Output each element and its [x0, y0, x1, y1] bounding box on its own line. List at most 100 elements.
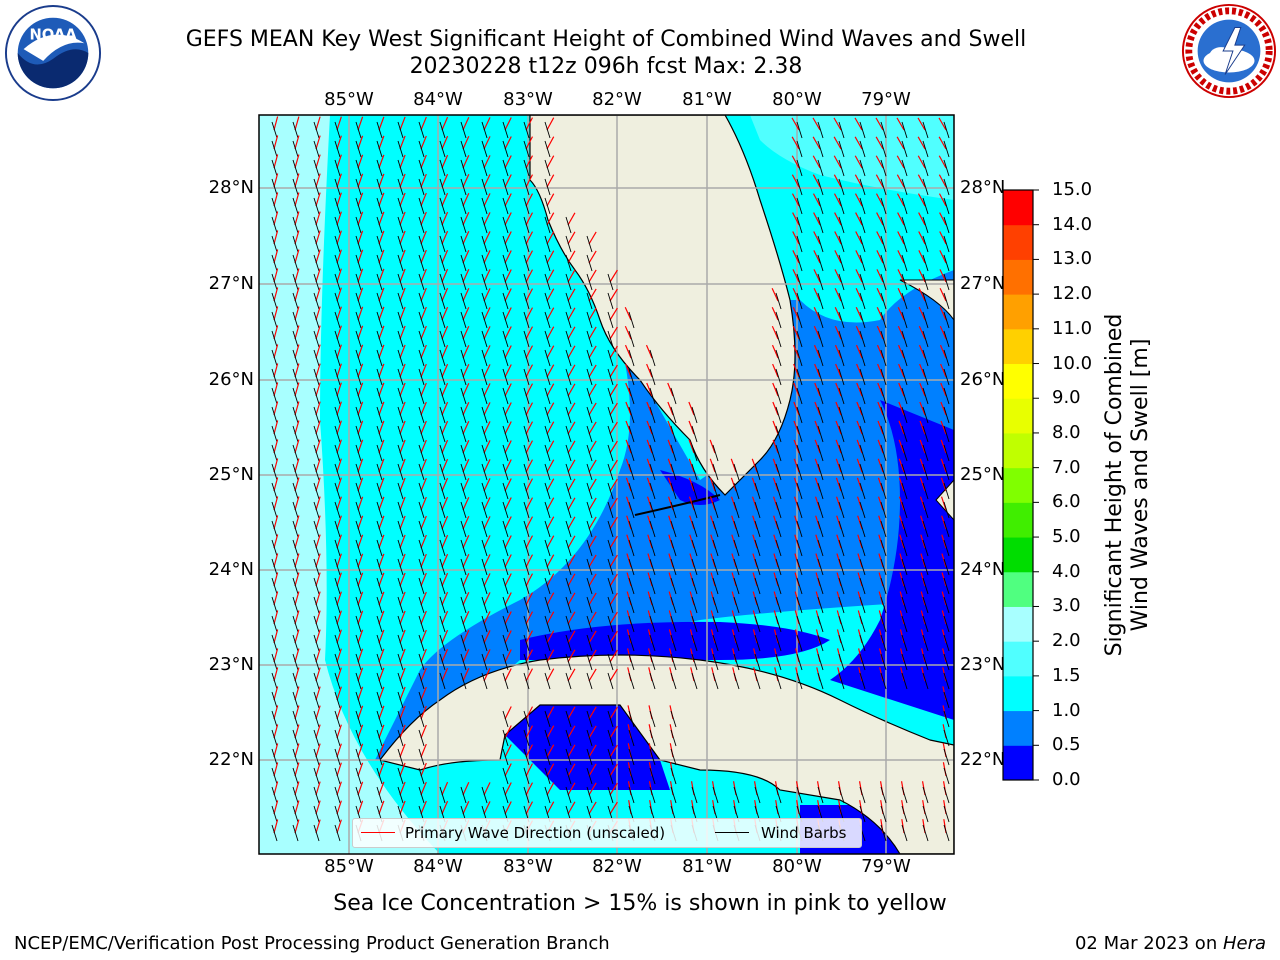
wave-arrow: [315, 173, 321, 188]
wind-barb: [271, 216, 278, 234]
wind-barb: [481, 463, 488, 481]
wind-barb: [565, 387, 572, 405]
wind-barb: [271, 387, 278, 405]
wind-barb: [544, 216, 551, 234]
wave-arrow: [315, 116, 321, 131]
wind-barb: [817, 349, 824, 367]
wind-barb: [292, 539, 299, 557]
wind-barb: [271, 577, 278, 595]
wind-barb: [712, 615, 719, 633]
wave-arrow: [525, 763, 534, 777]
wave-arrow: [898, 477, 905, 492]
wind-barb: [691, 615, 698, 633]
wind-barb: [292, 216, 299, 234]
wind-barb: [880, 425, 887, 443]
wave-arrow: [294, 439, 300, 454]
wave-arrow: [624, 325, 632, 340]
lat-label-right: 28°N: [960, 177, 1006, 198]
lon-label-bottom: 85°W: [324, 856, 374, 877]
wave-arrow: [357, 534, 364, 549]
wave-arrow: [567, 345, 576, 359]
wind-barb: [880, 273, 887, 291]
wind-barb: [691, 786, 698, 804]
wave-arrow: [814, 439, 821, 454]
wind-barb: [313, 216, 320, 234]
wave-arrow: [336, 781, 342, 796]
wind-barb: [796, 501, 803, 519]
wind-barb: [649, 482, 656, 500]
wind-barb: [880, 406, 887, 424]
wind-barb: [418, 178, 425, 196]
wind-barb: [586, 501, 593, 519]
wind-barb: [796, 406, 803, 424]
wind-barb: [838, 311, 845, 329]
wind-barb: [355, 311, 362, 329]
wave-arrow: [525, 364, 534, 378]
wind-barb: [691, 501, 698, 519]
wind-barb: [628, 387, 635, 405]
wave-arrow: [336, 116, 342, 131]
wind-barb: [523, 330, 530, 348]
wind-barb: [943, 273, 950, 291]
wave-arrow: [835, 401, 842, 416]
wave-arrow: [294, 211, 300, 226]
wave-arrow: [877, 420, 884, 435]
wave-arrow: [462, 250, 470, 264]
wind-barb: [439, 178, 446, 196]
wind-barb: [922, 254, 929, 272]
wind-barb: [796, 615, 803, 633]
wind-barb: [292, 710, 299, 728]
wind-barb: [607, 672, 614, 690]
wave-arrow: [336, 477, 342, 492]
wave-arrow: [294, 268, 300, 283]
colorbar-tick-label: 9.0: [1052, 387, 1081, 409]
wave-arrow: [357, 439, 364, 454]
wind-barb: [460, 349, 467, 367]
wave-arrow: [546, 763, 555, 777]
wave-arrow: [420, 686, 427, 701]
wind-barb: [502, 558, 509, 576]
wave-arrow: [688, 496, 695, 511]
wave-arrow: [336, 686, 342, 701]
wind-barb: [565, 463, 572, 481]
wave-arrow: [399, 154, 406, 169]
wind-barb: [439, 615, 446, 633]
wave-arrow: [689, 534, 695, 549]
wind-barb: [355, 520, 362, 538]
wave-arrow: [833, 136, 842, 150]
lon-label-bottom: 83°W: [503, 856, 553, 877]
wind-barb: [523, 596, 530, 614]
wave-arrow: [294, 306, 300, 321]
wave-arrow: [567, 573, 576, 587]
wave-arrow: [504, 763, 512, 777]
wind-barb: [607, 539, 614, 557]
wave-arrow: [483, 592, 491, 606]
wind-barb: [271, 691, 278, 709]
wind-barb: [502, 729, 509, 747]
wind-barb: [397, 121, 404, 139]
wind-barb: [586, 672, 593, 690]
wind-barb: [502, 197, 509, 215]
wind-barb: [292, 653, 299, 671]
wind-barb: [502, 482, 509, 500]
wind-barb: [880, 121, 887, 139]
wave-arrow: [939, 250, 947, 264]
wave-arrow: [315, 401, 321, 416]
wave-arrow: [378, 116, 385, 131]
wind-barb: [859, 596, 866, 614]
wave-arrow: [588, 649, 597, 663]
wind-barb: [502, 140, 509, 158]
wind-barb: [775, 330, 782, 348]
wave-arrow: [877, 401, 884, 416]
wind-barb: [376, 558, 383, 576]
wave-arrow: [567, 782, 576, 796]
wind-barb: [355, 425, 362, 443]
wave-arrow: [399, 116, 406, 131]
colorbar-segment: [1003, 224, 1033, 260]
wave-arrow: [647, 515, 653, 530]
wave-arrow: [357, 591, 364, 606]
wave-arrow: [441, 401, 449, 416]
wind-barb: [565, 748, 572, 766]
wave-arrow: [667, 439, 674, 454]
wind-barb: [754, 672, 761, 690]
